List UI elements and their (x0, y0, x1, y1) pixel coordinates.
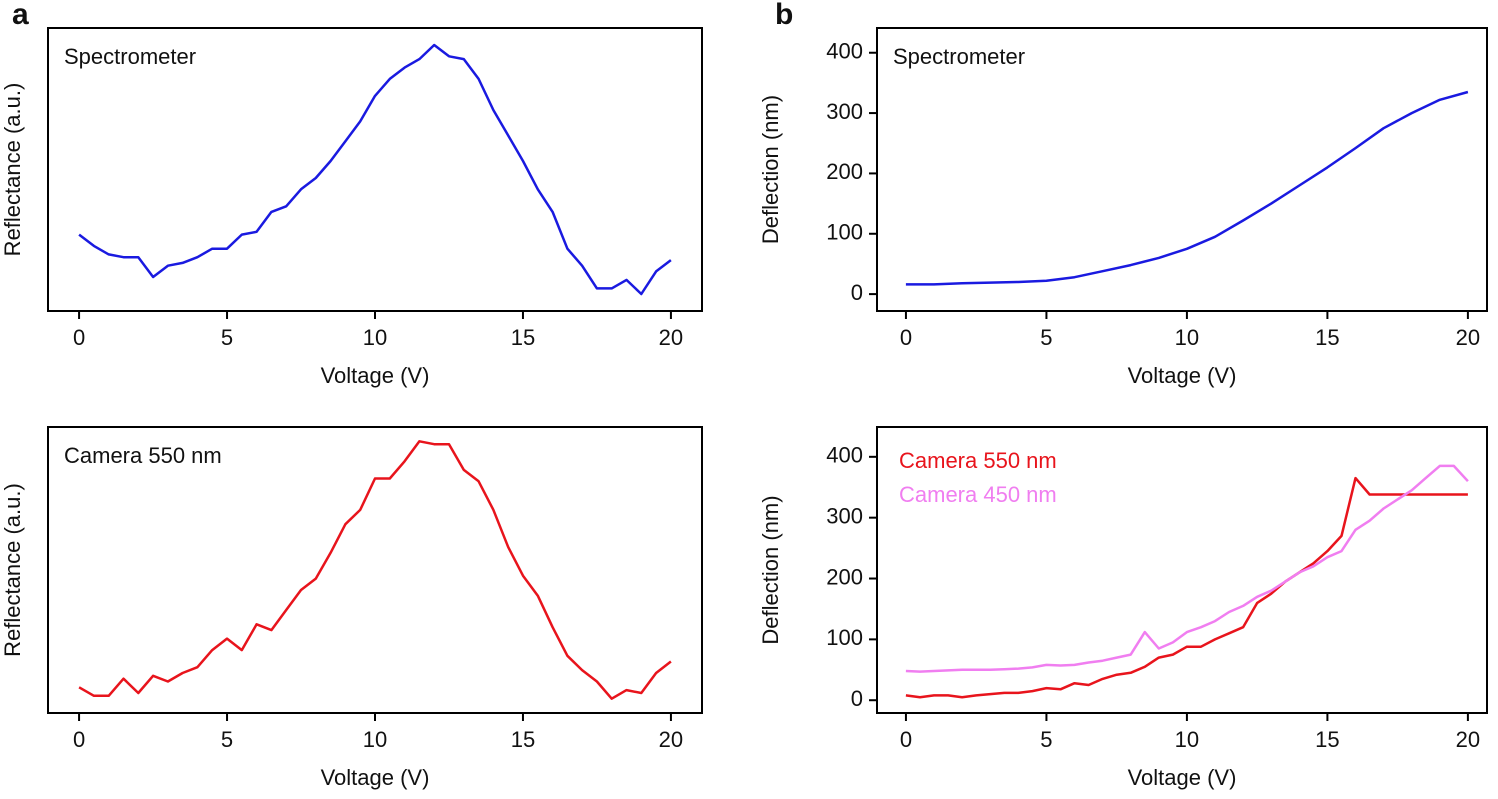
annotation: Spectrometer (893, 44, 1025, 69)
y-tick-label: 400 (826, 39, 863, 64)
data-line (905, 464, 1469, 673)
x-tick-label: 10 (363, 727, 387, 752)
y-axis-label: Deflection (nm) (758, 495, 783, 644)
annotation: Spectrometer (64, 44, 196, 69)
x-axis-label: Voltage (V) (321, 363, 430, 388)
x-axis-label: Voltage (V) (1128, 765, 1237, 790)
x-tick-label: 15 (1315, 325, 1339, 350)
data-line (78, 43, 672, 296)
x-tick-label: 0 (900, 727, 912, 752)
x-tick-label: 0 (900, 325, 912, 350)
y-tick-label: 0 (851, 686, 863, 711)
x-tick-label: 5 (1040, 727, 1052, 752)
x-tick-label: 20 (659, 727, 683, 752)
y-tick-label: 100 (826, 625, 863, 650)
x-tick-label: 5 (221, 325, 233, 350)
y-tick-label: 0 (851, 280, 863, 305)
legend-entry: Camera 550 nm (899, 448, 1057, 473)
x-tick-label: 10 (1175, 727, 1199, 752)
y-tick-label: 300 (826, 99, 863, 124)
y-axis-label: Reflectance (a.u.) (0, 483, 25, 657)
y-tick-label: 300 (826, 503, 863, 528)
x-tick-label: 15 (1315, 727, 1339, 752)
y-tick-label: 400 (826, 443, 863, 468)
x-tick-label: 20 (659, 325, 683, 350)
panel-label: b (775, 0, 793, 31)
data-line (78, 440, 672, 700)
x-axis-label: Voltage (V) (1128, 363, 1237, 388)
x-tick-label: 10 (1175, 325, 1199, 350)
y-tick-label: 200 (826, 159, 863, 184)
plot-frame (47, 426, 703, 714)
x-tick-label: 0 (73, 325, 85, 350)
panel-label: a (12, 0, 29, 31)
x-tick-label: 15 (511, 727, 535, 752)
plot-frame (876, 27, 1488, 312)
data-line (905, 90, 1469, 286)
data-line (905, 476, 1468, 699)
x-tick-label: 10 (363, 325, 387, 350)
legend-entry: Camera 450 nm (899, 482, 1057, 507)
plot-frame (876, 426, 1488, 714)
y-tick-label: 100 (826, 220, 863, 245)
y-axis-label: Deflection (nm) (758, 95, 783, 244)
x-tick-label: 20 (1456, 727, 1480, 752)
y-axis-label: Reflectance (a.u.) (0, 83, 25, 257)
annotation: Camera 550 nm (64, 443, 222, 468)
x-tick-label: 0 (73, 727, 85, 752)
y-tick-label: 200 (826, 564, 863, 589)
x-tick-label: 5 (221, 727, 233, 752)
x-tick-label: 20 (1456, 325, 1480, 350)
x-tick-label: 15 (511, 325, 535, 350)
x-axis-label: Voltage (V) (321, 765, 430, 790)
x-tick-label: 5 (1040, 325, 1052, 350)
